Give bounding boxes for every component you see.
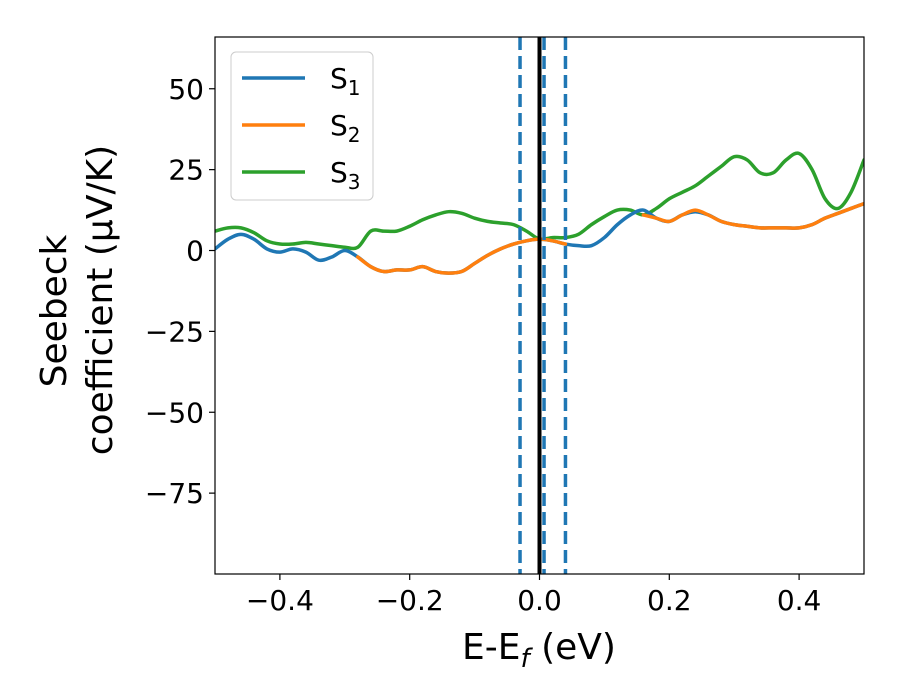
series-line-s2	[356, 237, 568, 275]
legend-label-s2: S2	[330, 109, 361, 147]
x-tick-label: 0.4	[777, 584, 822, 617]
y-tick-label: −25	[145, 315, 204, 348]
y-axis-label-line1: Seebeck	[34, 234, 75, 387]
x-axis-label-main: E-E	[462, 627, 520, 668]
series-line-s2	[641, 201, 864, 230]
legend: S1 S2 S3	[230, 51, 374, 201]
plot-clip-group	[215, 37, 864, 574]
x-tick-label: 0.2	[647, 584, 692, 617]
x-axis-label-unit: (eV)	[530, 627, 616, 668]
axes: −0.4 −0.2 0.0 0.2 0.4 50 25 0 −25 −50 −75	[145, 36, 865, 617]
y-axis-label-line2: coefficient (μV/K)	[80, 145, 121, 455]
legend-label-s3: S3	[330, 156, 361, 194]
y-tick-label: 25	[168, 154, 204, 187]
plot-area	[215, 37, 864, 574]
y-tick-label: 50	[168, 73, 204, 106]
x-tick-label: −0.4	[246, 584, 314, 617]
y-tick-label: −50	[145, 396, 204, 429]
x-axis-label: E-Ef (eV)	[462, 627, 616, 674]
y-tick-label: −75	[145, 477, 204, 510]
legend-label-s1: S1	[330, 62, 361, 100]
x-tick-label: 0.0	[517, 584, 562, 617]
x-tick-label: −0.2	[376, 584, 444, 617]
y-tick-label: 0	[186, 235, 204, 268]
